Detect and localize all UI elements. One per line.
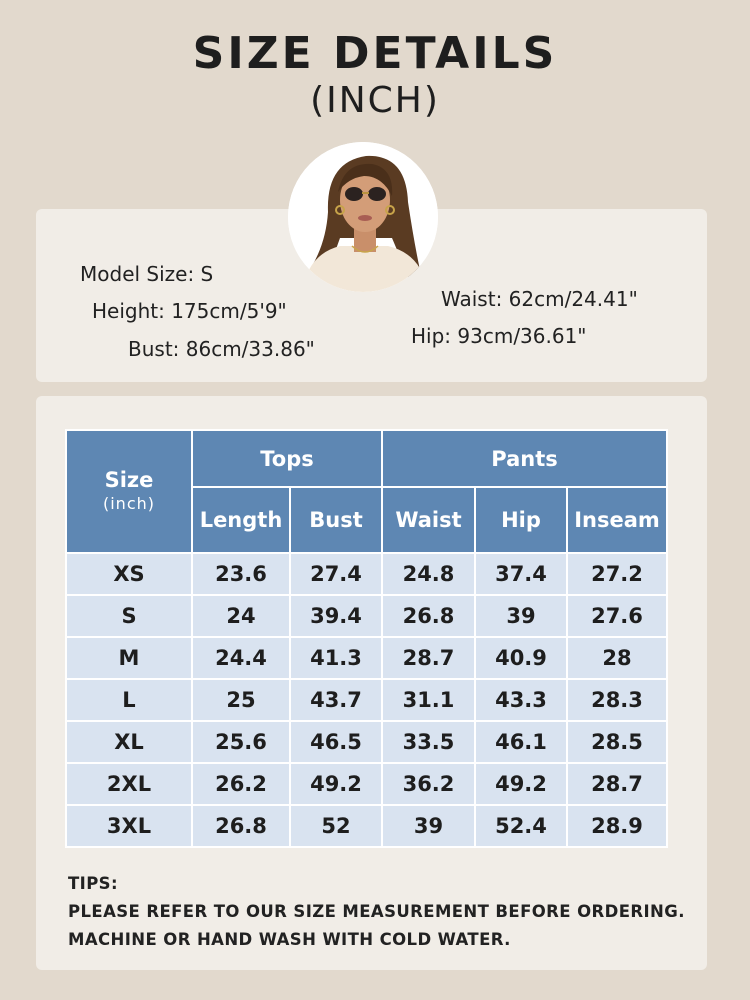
- table-row: L 25 43.7 31.1 43.3 28.3: [65, 678, 668, 722]
- table-cell: 28.5: [566, 720, 668, 764]
- table-cell: 39.4: [289, 594, 383, 638]
- size-column-header: Size (inch): [65, 429, 193, 554]
- size-header-label: Size: [104, 467, 154, 492]
- table-cell: 28.7: [381, 636, 476, 680]
- table-cell: 25: [191, 678, 291, 722]
- table-cell: 27.6: [566, 594, 668, 638]
- column-header-length: Length: [191, 486, 291, 554]
- tip-line: PLEASE REFER TO OUR SIZE MEASUREMENT BEF…: [68, 902, 685, 921]
- table-cell: 31.1: [381, 678, 476, 722]
- model-hip-text: Hip: 93cm/36.61": [411, 324, 587, 348]
- table-cell: 26.8: [381, 594, 476, 638]
- table-cell: 28: [566, 636, 668, 680]
- column-header-hip: Hip: [474, 486, 568, 554]
- table-cell: 46.5: [289, 720, 383, 764]
- page-title: SIZE DETAILS: [192, 28, 558, 79]
- size-cell: L: [65, 678, 193, 722]
- table-cell: 27.4: [289, 552, 383, 596]
- table-cell: 33.5: [381, 720, 476, 764]
- table-cell: 43.3: [474, 678, 568, 722]
- tops-group-header: Tops: [191, 429, 383, 488]
- table-cell: 36.2: [381, 762, 476, 806]
- table-cell: 39: [474, 594, 568, 638]
- table-row: XS 23.6 27.4 24.8 37.4 27.2: [65, 552, 668, 596]
- size-cell: S: [65, 594, 193, 638]
- size-cell: 2XL: [65, 762, 193, 806]
- size-cell: XL: [65, 720, 193, 764]
- table-cell: 28.7: [566, 762, 668, 806]
- table-cell: 39: [381, 804, 476, 848]
- table-cell: 26.8: [191, 804, 291, 848]
- column-header-inseam: Inseam: [566, 486, 668, 554]
- table-cell: 43.7: [289, 678, 383, 722]
- model-avatar: [288, 142, 438, 292]
- table-cell: 26.2: [191, 762, 291, 806]
- table-cell: 27.2: [566, 552, 668, 596]
- tip-line: MACHINE OR HAND WASH WITH COLD WATER.: [68, 930, 511, 949]
- table-row: XL 25.6 46.5 33.5 46.1 28.5: [65, 720, 668, 764]
- model-bust-text: Bust: 86cm/33.86": [128, 337, 315, 361]
- table-row: 3XL 26.8 52 39 52.4 28.9: [65, 804, 668, 848]
- page-subtitle: (INCH): [310, 80, 440, 121]
- table-cell: 49.2: [289, 762, 383, 806]
- model-height-text: Height: 175cm/5'9": [92, 299, 287, 323]
- size-cell: M: [65, 636, 193, 680]
- table-cell: 46.1: [474, 720, 568, 764]
- tips-section: TIPS: PLEASE REFER TO OUR SIZE MEASUREME…: [68, 870, 685, 954]
- table-cell: 24: [191, 594, 291, 638]
- table-cell: 24.8: [381, 552, 476, 596]
- size-chart-table: Size (inch) Tops Pants Length Bust Waist…: [65, 429, 668, 848]
- table-cell: 52.4: [474, 804, 568, 848]
- table-cell: 37.4: [474, 552, 568, 596]
- model-portrait-icon: [288, 142, 438, 292]
- table-cell: 52: [289, 804, 383, 848]
- table-cell: 24.4: [191, 636, 291, 680]
- table-cell: 23.6: [191, 552, 291, 596]
- table-row: M 24.4 41.3 28.7 40.9 28: [65, 636, 668, 680]
- table-cell: 40.9: [474, 636, 568, 680]
- model-waist-text: Waist: 62cm/24.41": [441, 287, 638, 311]
- column-header-waist: Waist: [381, 486, 476, 554]
- table-cell: 28.9: [566, 804, 668, 848]
- column-header-bust: Bust: [289, 486, 383, 554]
- tips-label: TIPS:: [68, 874, 118, 893]
- table-cell: 49.2: [474, 762, 568, 806]
- size-cell: XS: [65, 552, 193, 596]
- table-cell: 25.6: [191, 720, 291, 764]
- model-size-text: Model Size: S: [80, 262, 214, 286]
- table-cell: 41.3: [289, 636, 383, 680]
- table-row: 2XL 26.2 49.2 36.2 49.2 28.7: [65, 762, 668, 806]
- table-cell: 28.3: [566, 678, 668, 722]
- size-header-unit: (inch): [102, 493, 155, 513]
- pants-group-header: Pants: [381, 429, 668, 488]
- table-row: S 24 39.4 26.8 39 27.6: [65, 594, 668, 638]
- size-cell: 3XL: [65, 804, 193, 848]
